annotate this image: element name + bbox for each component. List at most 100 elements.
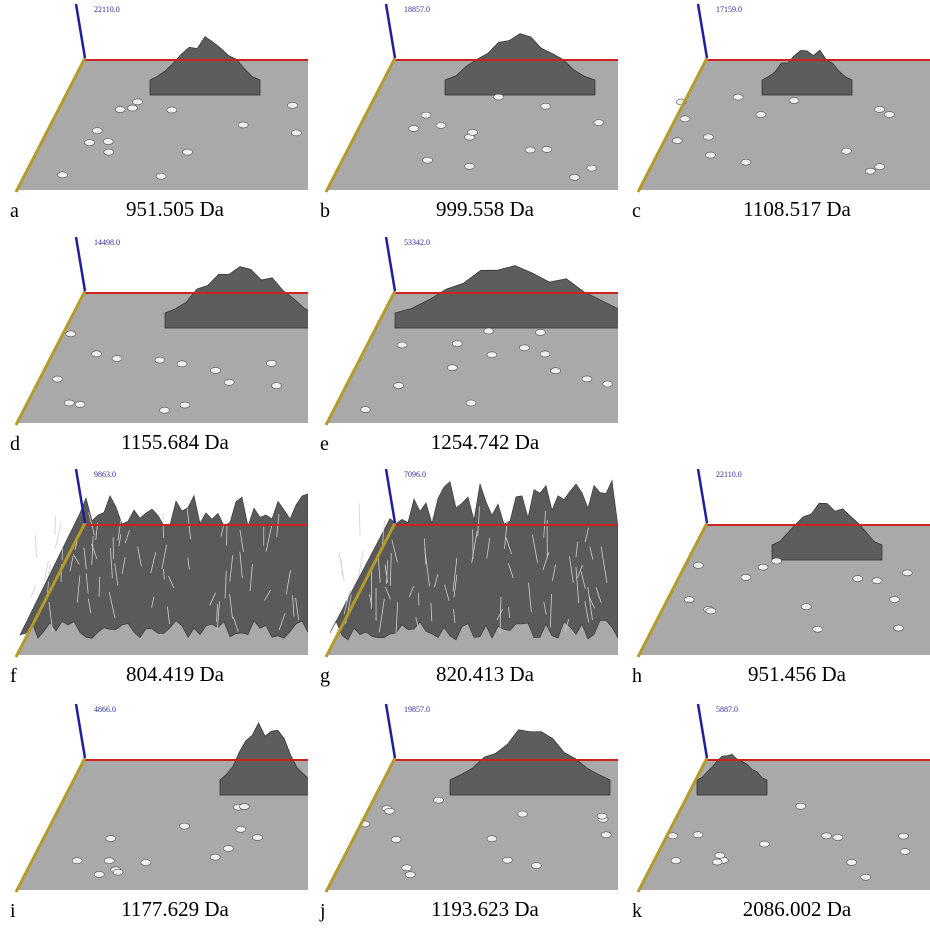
bump [601, 832, 611, 838]
bump [385, 808, 395, 814]
panel: 4866.0i1177.629 Da [10, 700, 310, 932]
mass-label: 1108.517 Da [672, 197, 922, 222]
bump [484, 328, 494, 334]
intensity-axis [698, 469, 707, 523]
mass-label: 1193.623 Da [360, 897, 610, 922]
bump [672, 138, 682, 144]
surface-plot: 53342.0 [320, 233, 618, 429]
surface-plot: 4866.0 [10, 700, 308, 896]
bump [405, 872, 415, 878]
max-intensity: 14498.0 [94, 238, 120, 247]
bump [813, 626, 823, 632]
mass-label: 999.558 Da [360, 197, 610, 222]
bump [272, 383, 282, 389]
intensity-axis [386, 469, 395, 523]
peak [220, 723, 308, 795]
bump [402, 865, 412, 871]
intensity-axis [698, 4, 707, 58]
bump [693, 562, 703, 568]
bump [582, 376, 592, 382]
bump [452, 341, 462, 347]
panel: 22110.0a951.505 Da [10, 0, 310, 232]
bump [756, 112, 766, 118]
bump [541, 103, 551, 109]
bump [223, 846, 233, 852]
bump [875, 106, 885, 112]
bump [861, 874, 871, 880]
bump [179, 823, 189, 829]
bump [236, 826, 246, 832]
max-intensity: 22110.0 [94, 5, 120, 14]
bump [156, 173, 166, 179]
bump [875, 164, 885, 170]
ridge [227, 519, 228, 545]
bump [821, 833, 831, 839]
bump [759, 841, 769, 847]
bump [253, 835, 263, 841]
surface-plot: 17159.0 [632, 0, 930, 196]
intensity-axis [76, 237, 85, 291]
bump [291, 130, 301, 136]
bump [167, 107, 177, 113]
surface-plot: 22110.0 [10, 0, 308, 196]
bump [487, 352, 497, 358]
surface-plot: 5887.0 [632, 700, 930, 896]
max-intensity: 19857.0 [404, 705, 430, 714]
panel-letter: g [320, 665, 330, 688]
bump [872, 578, 882, 584]
panel-letter: f [10, 665, 17, 688]
panel-letter: c [632, 200, 641, 223]
bump [224, 379, 234, 385]
bump [72, 858, 82, 864]
intensity-axis [76, 704, 85, 758]
mass-label: 951.456 Da [672, 662, 922, 687]
max-intensity: 9863.0 [94, 470, 116, 479]
intensity-axis [76, 4, 85, 58]
bump [706, 152, 716, 158]
bump [115, 106, 125, 112]
surface-plot: 7096.0 [320, 465, 618, 661]
bump [468, 129, 478, 135]
bump [889, 597, 899, 603]
bump [433, 797, 443, 803]
bump [772, 558, 782, 564]
ridge [359, 504, 360, 536]
bump [502, 857, 512, 863]
bump [92, 128, 102, 134]
bump [715, 852, 725, 858]
bump [141, 859, 151, 865]
bump [423, 157, 433, 163]
bump [466, 400, 476, 406]
bump [421, 112, 431, 118]
bump [597, 813, 607, 819]
bump [239, 804, 249, 810]
bump [603, 381, 613, 387]
bump [75, 401, 85, 407]
bump [900, 849, 910, 855]
surface-plot: 18857.0 [320, 0, 618, 196]
bump [103, 138, 113, 144]
panel-letter: i [10, 900, 16, 923]
panel: 22110.0h951.456 Da [632, 465, 930, 697]
bump [211, 367, 221, 373]
bump [801, 604, 811, 610]
mass-label: 1155.684 Da [50, 430, 300, 455]
max-intensity: 18857.0 [404, 5, 430, 14]
bump [58, 172, 68, 178]
bump [758, 564, 768, 570]
intensity-axis [386, 704, 395, 758]
panel: 9863.0f804.419 Da [10, 465, 310, 697]
panel: 5887.0k2086.002 Da [632, 700, 930, 932]
bump [180, 402, 190, 408]
bump [741, 159, 751, 165]
bump [133, 99, 143, 105]
max-intensity: 22110.0 [716, 470, 742, 479]
surface-plot: 9863.0 [10, 465, 308, 661]
ridge [473, 530, 474, 559]
bump [712, 859, 722, 865]
ridge [31, 585, 36, 597]
bump [287, 102, 297, 108]
bump [542, 146, 552, 152]
bump [833, 834, 843, 840]
